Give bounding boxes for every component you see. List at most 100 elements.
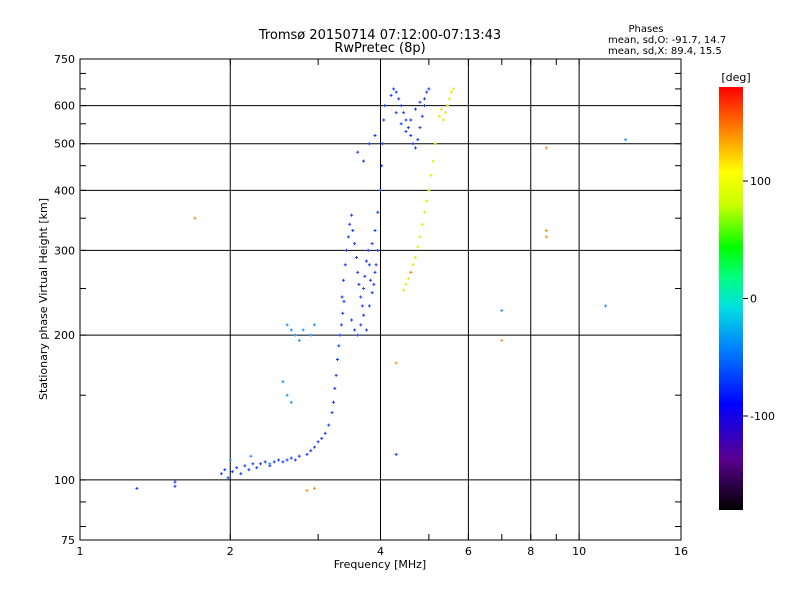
data-point [431,159,435,163]
data-points [135,87,628,493]
data-point [342,299,346,303]
data-point [414,146,417,150]
data-point [243,464,247,468]
data-point [362,313,366,317]
data-point [332,400,335,404]
data-point [297,454,301,458]
data-point [357,282,361,286]
data-point [500,338,504,342]
data-point [228,458,232,462]
data-point [350,213,354,217]
data-point [406,126,410,130]
data-point [406,277,410,281]
data-point [409,134,413,137]
data-point [373,134,377,137]
data-point [356,150,360,154]
data-point [372,282,376,286]
data-point [404,118,408,122]
data-point [404,130,408,133]
data-point [414,107,417,111]
data-point [394,452,398,456]
data-point [305,452,309,456]
x-tick-label: 2 [227,545,234,558]
data-point [334,373,338,377]
data-point [451,87,455,91]
data-point [423,210,426,214]
data-point [339,323,343,327]
data-point [365,328,368,332]
data-point [389,93,393,97]
data-point [305,489,309,493]
data-point [255,466,259,470]
chart-subtitle: RwPretec (8p) [334,41,425,56]
data-point [327,423,331,427]
data-point [437,114,441,118]
data-point [383,104,387,108]
data-point [343,263,347,267]
data-point [411,142,415,146]
data-point [365,259,368,263]
data-point [420,114,424,118]
data-point [289,456,293,460]
data-point [366,248,370,252]
data-point [379,188,382,192]
data-point [263,460,267,464]
data-point [320,436,324,440]
data-point [399,104,403,108]
data-point [313,486,316,490]
data-point [425,90,429,94]
data-point [333,386,337,390]
data-point [359,295,363,299]
data-point [341,278,345,282]
data-point [544,229,548,232]
data-point [355,256,358,259]
data-point [348,222,352,226]
data-point [411,263,415,267]
data-point [373,270,377,274]
data-point [423,97,426,101]
data-point [277,458,281,462]
data-point [285,393,289,397]
data-point [219,472,223,476]
data-point [293,458,297,462]
data-point [500,309,504,312]
data-point [281,460,285,464]
data-point [392,87,396,91]
data-point [272,460,276,464]
data-point [297,338,301,342]
data-point [416,138,420,142]
data-point [370,242,374,246]
x-tick-label: 10 [572,545,586,558]
data-point [309,449,313,453]
grid-lines [80,59,681,540]
data-point [268,462,272,466]
data-point [423,104,426,108]
data-point [301,328,305,332]
data-point [239,472,243,476]
x-tick-label: 4 [377,545,384,558]
data-point [173,480,177,484]
x-tick-label: 16 [674,545,688,558]
data-point [356,333,360,337]
y-tick-label: 500 [54,138,75,151]
data-point [402,111,406,115]
data-point [338,333,342,337]
data-point [418,235,422,239]
data-point [399,122,403,126]
data-point [440,107,443,111]
data-point [353,328,357,332]
data-point [394,111,398,115]
x-axis-label: Frequency [MHz] [334,558,426,571]
data-point [340,295,344,299]
data-point [544,146,548,150]
data-point [450,90,453,94]
data-point [362,159,366,163]
data-point [381,142,385,146]
x-tick-label: 6 [465,545,472,558]
data-point [416,245,420,249]
y-tick-label: 750 [54,53,75,66]
x-tick-label: 1 [77,545,84,558]
data-point [394,361,398,365]
data-point [223,468,227,472]
data-point [425,199,429,203]
